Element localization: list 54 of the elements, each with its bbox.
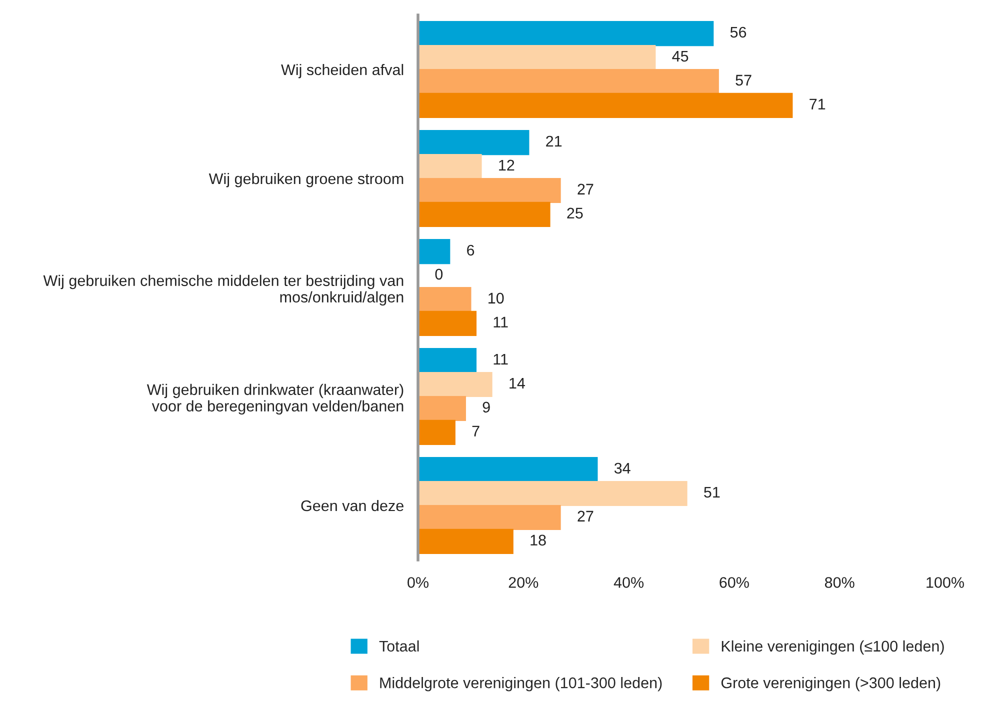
bar: [418, 372, 492, 398]
bar: [418, 238, 450, 264]
data-label: 27: [578, 184, 594, 194]
data-label: 7: [472, 426, 480, 436]
data-label: 6: [467, 244, 474, 256]
legend-label: Middelgrote verenigingen (101-300 leden): [380, 677, 662, 692]
data-label: 10: [488, 292, 504, 304]
data-label: 51: [704, 486, 720, 498]
y-tick-label: Geen van deze: [301, 500, 404, 512]
data-label: 18: [530, 534, 546, 546]
data-label: 25: [567, 208, 583, 219]
bar: [418, 68, 719, 94]
x-tick-label: 60%: [720, 577, 749, 588]
data-label: 27: [578, 510, 594, 522]
bar: [418, 154, 482, 180]
data-label: 9: [482, 402, 490, 413]
legend-label: Grote verenigingen (>300 leden): [721, 677, 940, 692]
data-label: 71: [810, 98, 826, 110]
bar: [418, 456, 598, 482]
bar: [418, 396, 466, 422]
bar: [418, 20, 714, 46]
bar: [418, 92, 793, 118]
data-label: 56: [730, 26, 746, 38]
bar: [418, 310, 477, 336]
legend-label: Totaal: [379, 640, 419, 652]
bar: [418, 130, 530, 156]
data-label: 34: [614, 462, 630, 474]
x-tick-label: 20%: [508, 577, 538, 588]
data-label: 0: [435, 268, 443, 280]
data-label: 11: [494, 354, 508, 364]
bar: [418, 202, 550, 228]
y-tick-label: Wij gebruiken groene stroom: [208, 172, 404, 188]
bar: [418, 286, 472, 312]
bar: [418, 504, 561, 530]
x-tick-label: 80%: [824, 577, 854, 588]
data-label: 21: [546, 136, 562, 146]
data-label: 11: [494, 316, 508, 328]
x-tick-label: 40%: [614, 577, 644, 588]
legend-label: Kleine verenigingen (≤100 leden): [722, 640, 944, 655]
bar: [418, 348, 477, 374]
data-label: 12: [499, 160, 514, 170]
bar: [418, 420, 456, 446]
x-tick-label: 0%: [408, 577, 428, 588]
bar: [418, 480, 688, 506]
bar: [418, 178, 561, 204]
data-label: 45: [672, 50, 688, 62]
bar: [418, 528, 514, 554]
y-tick-label: Wij gebruiken drinkwater (kraanwater) voor de beregeningvan velden/banen: [146, 384, 404, 415]
data-label: 57: [736, 74, 752, 86]
data-label: 14: [510, 378, 525, 388]
y-tick-label: Wij scheiden afval: [281, 64, 404, 78]
y-tick-label: Wij gebruiken chemische middelen ter bestrijding van mos/onkruid/algen: [43, 274, 404, 306]
bar: [418, 44, 656, 70]
x-tick-label: 100%: [926, 577, 964, 588]
